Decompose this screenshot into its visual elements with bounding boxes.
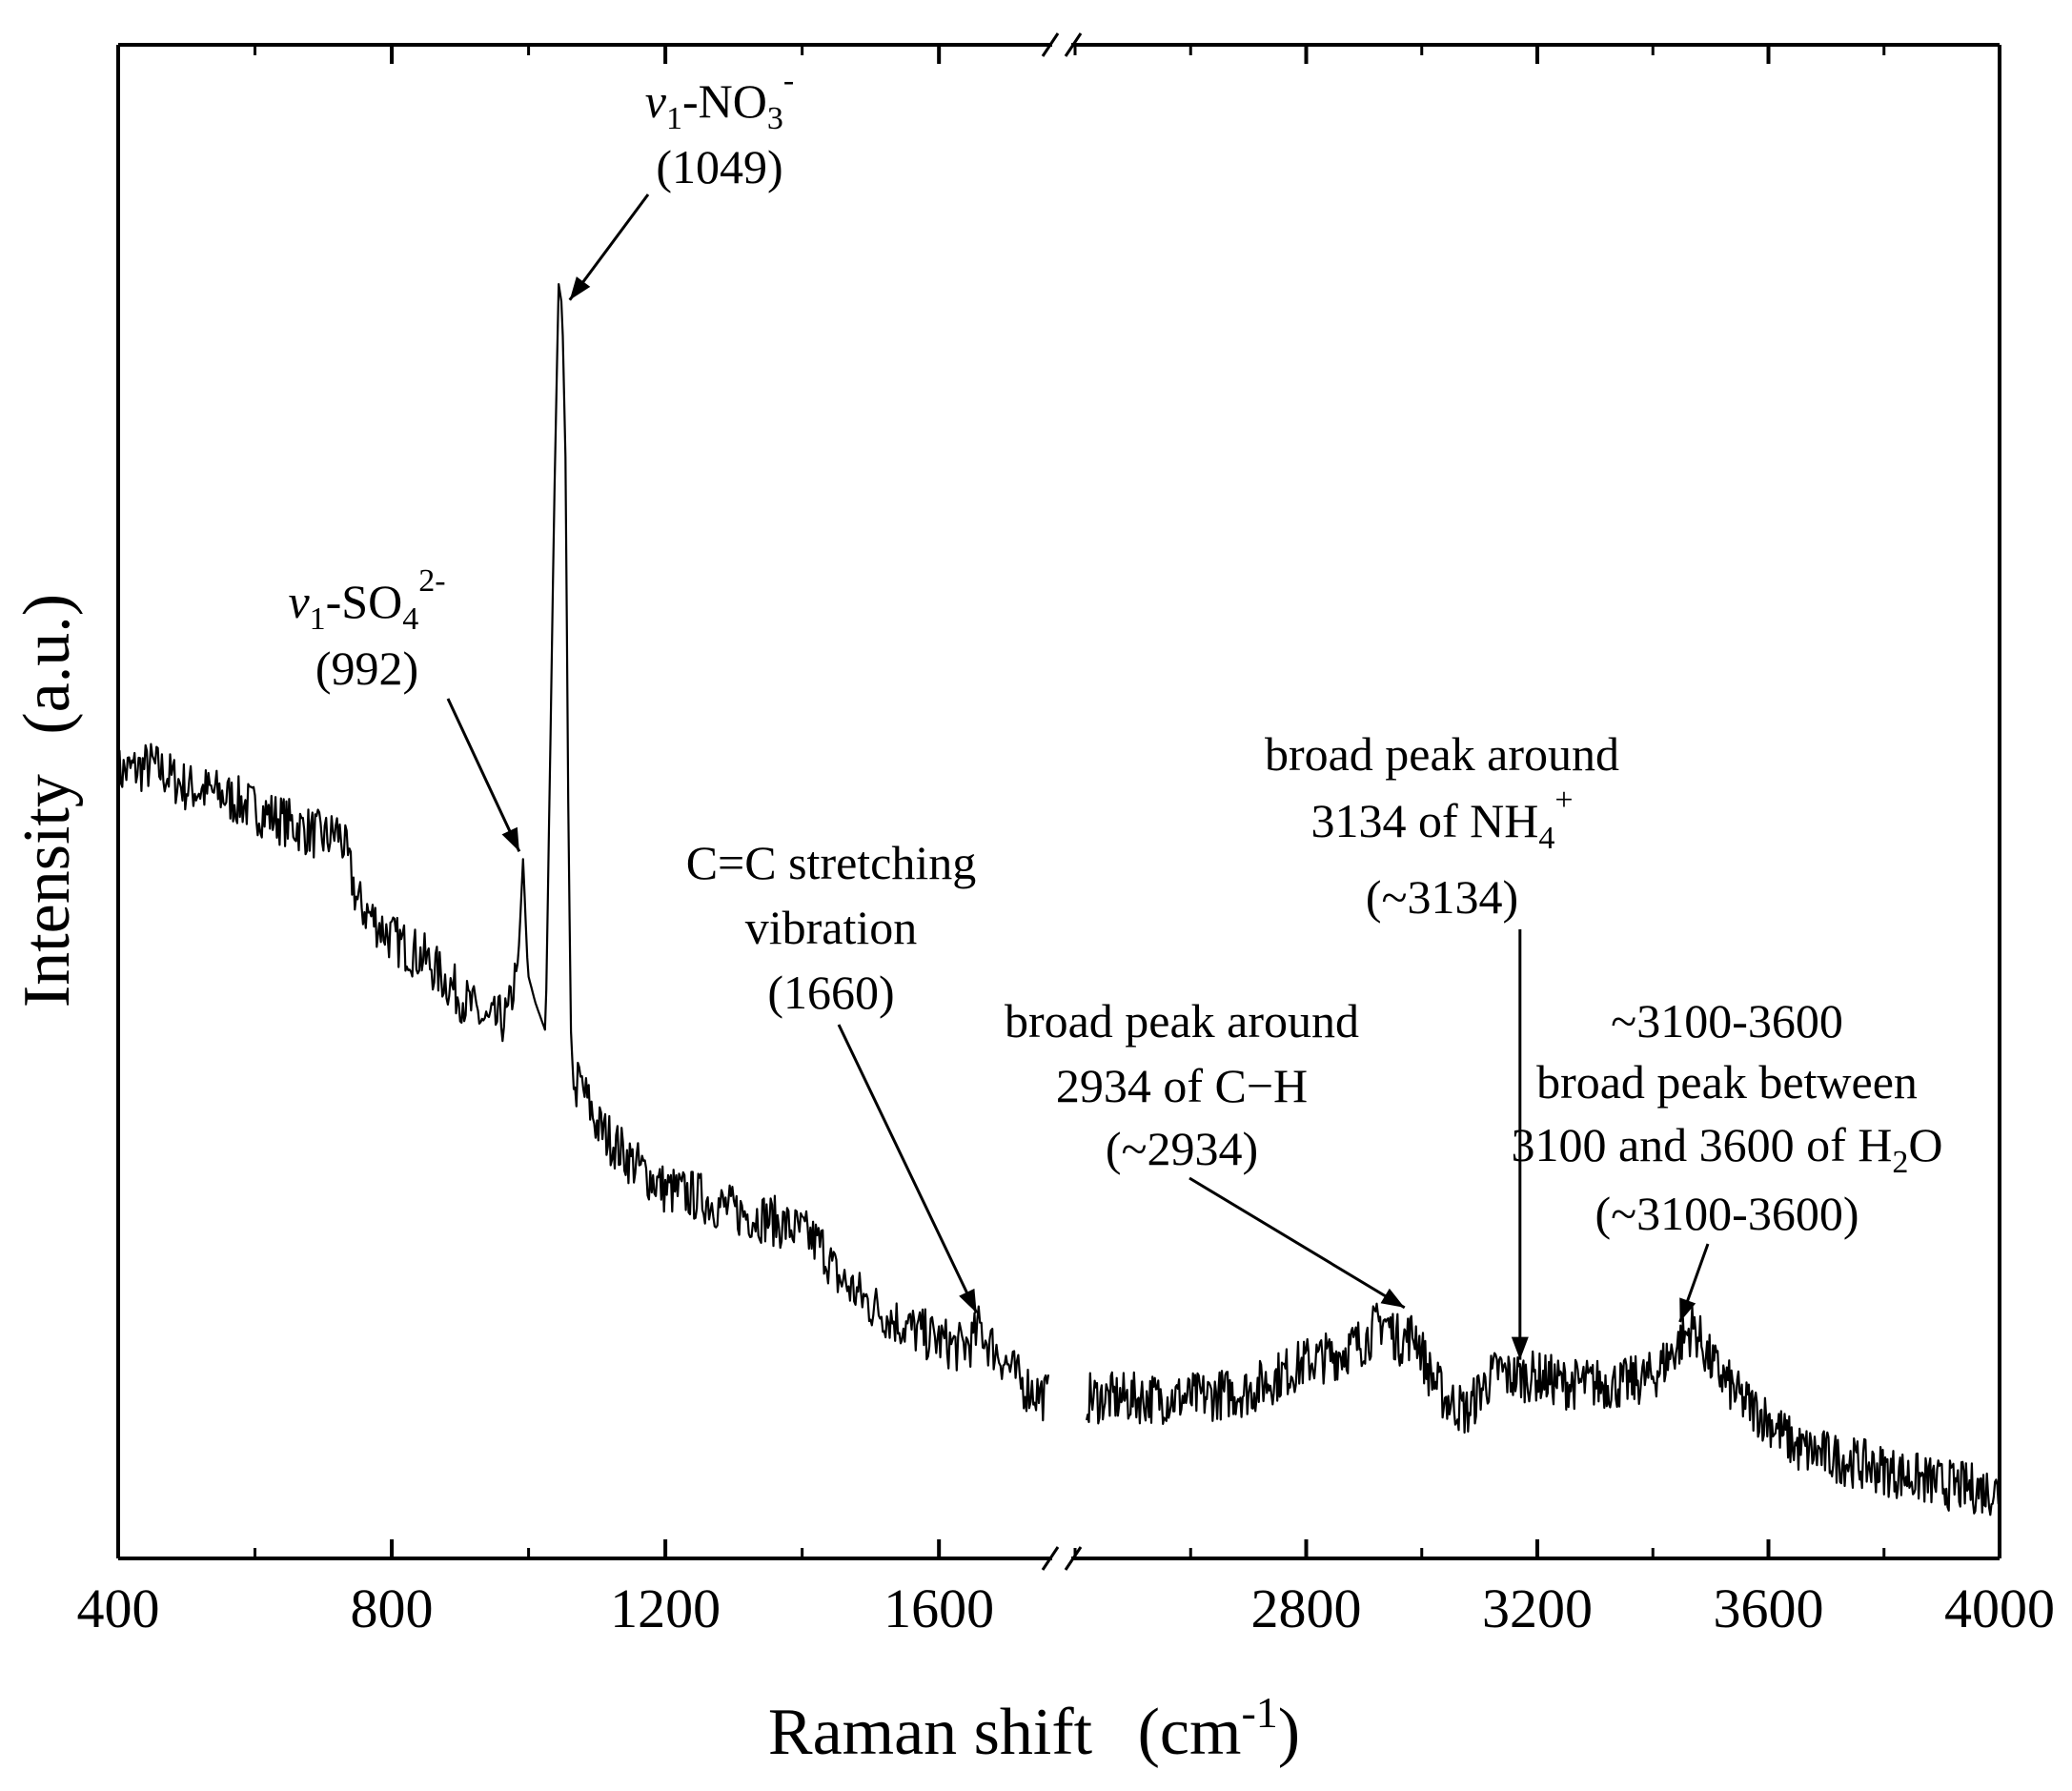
annot-h2o-value: (~3100-3600) xyxy=(1595,1187,1859,1240)
annot-ch-line2: 2934 of C−H xyxy=(1056,1059,1308,1112)
series-layer xyxy=(116,283,2001,1516)
annot-nh4-sub: 4 xyxy=(1538,821,1554,856)
annot-no3-title: ν1-NO3- xyxy=(645,63,794,136)
annot-h2o-line2: broad peak between xyxy=(1536,1055,1918,1109)
annot-ch-line1: broad peak around xyxy=(1005,994,1359,1048)
annot-nh4-value: (~3134) xyxy=(1366,870,1518,924)
axis-break-mark xyxy=(1064,32,1083,57)
x-tick-label: 3200 xyxy=(1482,1577,1593,1639)
x-axis-unit-sup: -1 xyxy=(1241,1688,1277,1737)
annot-so4-title: ν1-SO42- xyxy=(288,563,445,637)
plot-frame xyxy=(116,32,2001,1571)
x-axis-title: Raman shift (cm-1) xyxy=(768,1688,1300,1769)
x-axis-unit: (cm xyxy=(1138,1696,1242,1769)
x-tick-label: 800 xyxy=(351,1577,434,1639)
axis-ticks xyxy=(116,45,2001,1558)
spectrum-line-low xyxy=(116,283,1050,1422)
arrow-so4 xyxy=(446,698,521,852)
axis-break-mark xyxy=(1064,1546,1083,1571)
annot-cc-value: (1660) xyxy=(767,966,894,1019)
annot-no3-sub2: 3 xyxy=(767,101,783,136)
annot-no3-sup: - xyxy=(783,63,794,98)
annot-so4-sub2: 4 xyxy=(402,601,418,637)
x-tick-label: 4000 xyxy=(1944,1577,2055,1639)
annot-nh4-line1: broad peak around xyxy=(1265,727,1619,781)
annot-h2o-text: 3100 and 3600 of H xyxy=(1511,1118,1892,1171)
axis-break-mark xyxy=(1041,32,1060,57)
annot-so4-sup: 2- xyxy=(418,563,445,599)
annot-no3-value: (1049) xyxy=(656,140,782,193)
x-tick-label: 1600 xyxy=(884,1577,994,1639)
annot-h2o-o: O xyxy=(1908,1118,1942,1171)
annot-so4-sub: 1 xyxy=(310,601,326,637)
arrow-ch xyxy=(1188,1176,1406,1310)
annot-nh4-sup: + xyxy=(1554,783,1573,818)
annot-ch-value: (~2934) xyxy=(1106,1122,1258,1175)
arrow-cc xyxy=(837,1024,979,1314)
annot-nh4-text: 3134 of NH xyxy=(1310,794,1538,847)
x-tick-label: 2800 xyxy=(1251,1577,1362,1639)
annot-h2o-line1: ~3100-3600 xyxy=(1611,994,1843,1048)
annotation-arrows xyxy=(446,193,1710,1360)
arrow-so4-head xyxy=(501,826,519,852)
arrow-ch-head xyxy=(1380,1288,1405,1308)
annot-no3-mid: -NO xyxy=(682,74,767,128)
annot-so4-value: (992) xyxy=(315,641,418,695)
arrow-no3-head xyxy=(569,276,591,300)
annot-no3-sub: 1 xyxy=(666,101,682,136)
arrow-nh4-head xyxy=(1511,1336,1529,1360)
x-axis-label: Raman shift xyxy=(768,1696,1093,1769)
arrow-cc-head xyxy=(959,1288,977,1313)
axis-break-mark xyxy=(1041,1546,1060,1571)
arrow-h2o-head xyxy=(1679,1297,1696,1322)
x-tick-label: 3600 xyxy=(1714,1577,1824,1639)
annot-no3-nu: ν xyxy=(645,74,667,128)
annot-cc-line1: C=C stretching xyxy=(686,836,977,889)
annot-nh4-line2: 3134 of NH4+ xyxy=(1310,783,1573,856)
y-axis-title: Intensity (a.u.) xyxy=(10,594,84,1007)
x-axis-unit-close: ) xyxy=(1278,1696,1300,1769)
annot-h2o-line3: 3100 and 3600 of H2O xyxy=(1511,1118,1942,1180)
y-axis-unit: (a.u.) xyxy=(10,594,84,735)
x-tick-labels: 400 800 1200 1600 2800 3200 3600 4000 xyxy=(77,1577,2056,1639)
annot-so4-mid: -SO xyxy=(326,575,403,628)
x-tick-label: 400 xyxy=(77,1577,160,1639)
spectrum-line-high xyxy=(1086,1302,2001,1516)
x-tick-label: 1200 xyxy=(610,1577,721,1639)
annot-cc-line2: vibration xyxy=(745,901,918,954)
annot-h2o-sub: 2 xyxy=(1892,1145,1908,1180)
y-axis-label: Intensity xyxy=(10,774,84,1007)
annot-so4-nu: ν xyxy=(288,575,310,628)
